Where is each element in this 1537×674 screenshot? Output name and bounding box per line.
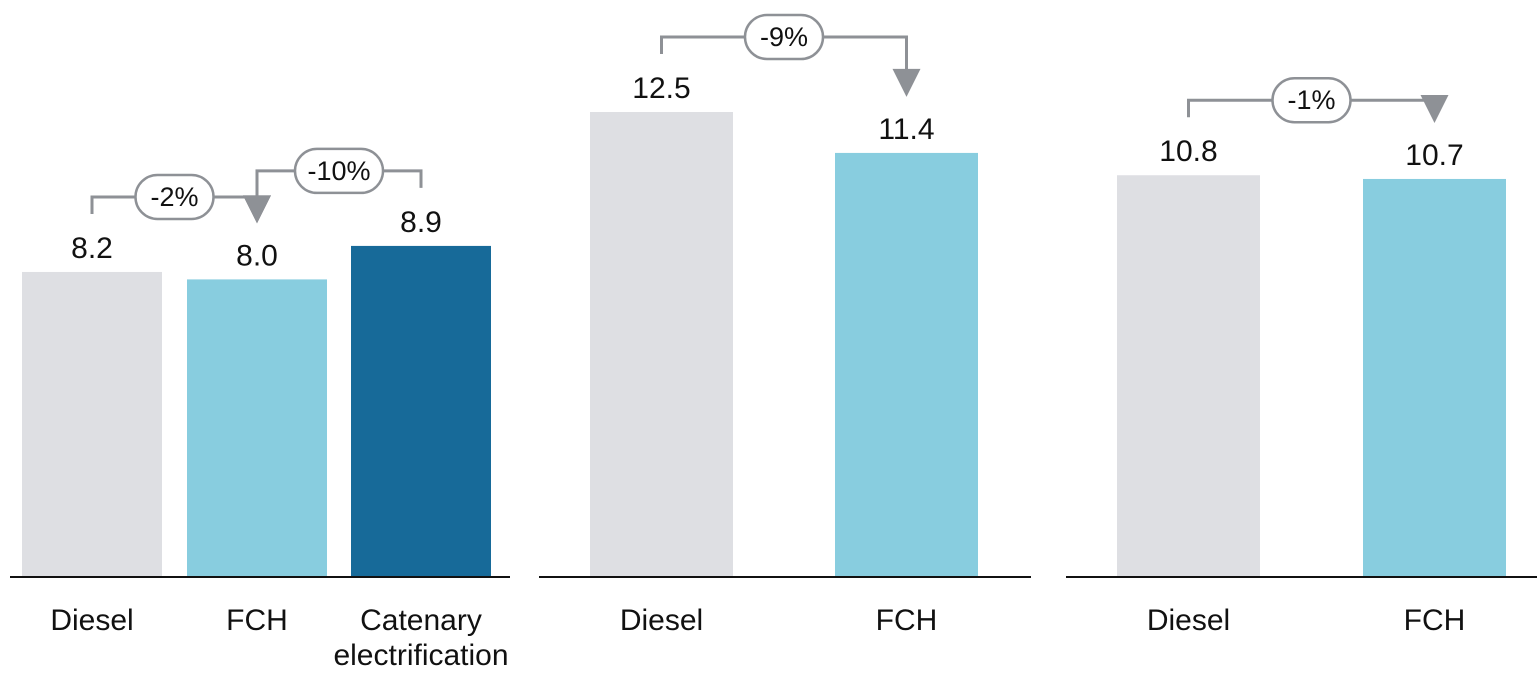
category-label: FCH	[226, 604, 288, 637]
change-connector: -10%	[243, 147, 423, 224]
change-label: -9%	[760, 22, 808, 52]
category-label: Diesel	[50, 604, 133, 637]
bar-fch	[835, 152, 978, 578]
category-label: FCH	[1404, 604, 1466, 637]
change-pill	[134, 173, 215, 221]
bar-catenary-electrification	[351, 245, 491, 578]
category-label: Catenary	[360, 604, 482, 637]
category-label: Diesel	[620, 604, 703, 637]
change-pill	[293, 147, 385, 195]
value-label: 10.7	[1405, 139, 1463, 172]
change-label: -10%	[307, 156, 370, 186]
arrow-down-icon	[1420, 94, 1449, 123]
value-label: 8.0	[236, 239, 278, 272]
value-label: 8.2	[71, 232, 113, 265]
change-label: -1%	[1287, 85, 1335, 115]
value-label: 10.8	[1159, 135, 1217, 168]
chart-panel-2: 12.5 Diesel 11.4 FCH -9%	[539, 13, 1031, 637]
value-label: 11.4	[878, 113, 934, 146]
chart-panel-1: 8.2 Diesel 8.0 FCH 8.9 Catenaryelectrificatio…	[10, 147, 510, 672]
change-connector: -9%	[660, 13, 921, 97]
category-label: Diesel	[1147, 604, 1230, 637]
value-label: 8.9	[400, 206, 442, 239]
arrow-down-icon	[892, 68, 921, 97]
category-label: FCH	[876, 604, 938, 637]
change-pill	[1271, 76, 1352, 124]
category-label: electrification	[333, 639, 508, 672]
bar-diesel	[590, 112, 733, 577]
bar-diesel	[22, 271, 162, 577]
bar-fch	[1363, 178, 1506, 577]
change-connector: -2%	[90, 173, 271, 224]
change-label: -2%	[150, 182, 198, 212]
chart-panel-3: 10.8 Diesel 10.7 FCH -1%	[1066, 76, 1537, 637]
change-pill	[743, 13, 825, 61]
arrow-down-icon	[243, 195, 271, 224]
change-connector: -1%	[1187, 76, 1449, 124]
bar-diesel	[1117, 175, 1260, 578]
value-label: 12.5	[632, 72, 690, 105]
bar-fch	[187, 279, 327, 577]
